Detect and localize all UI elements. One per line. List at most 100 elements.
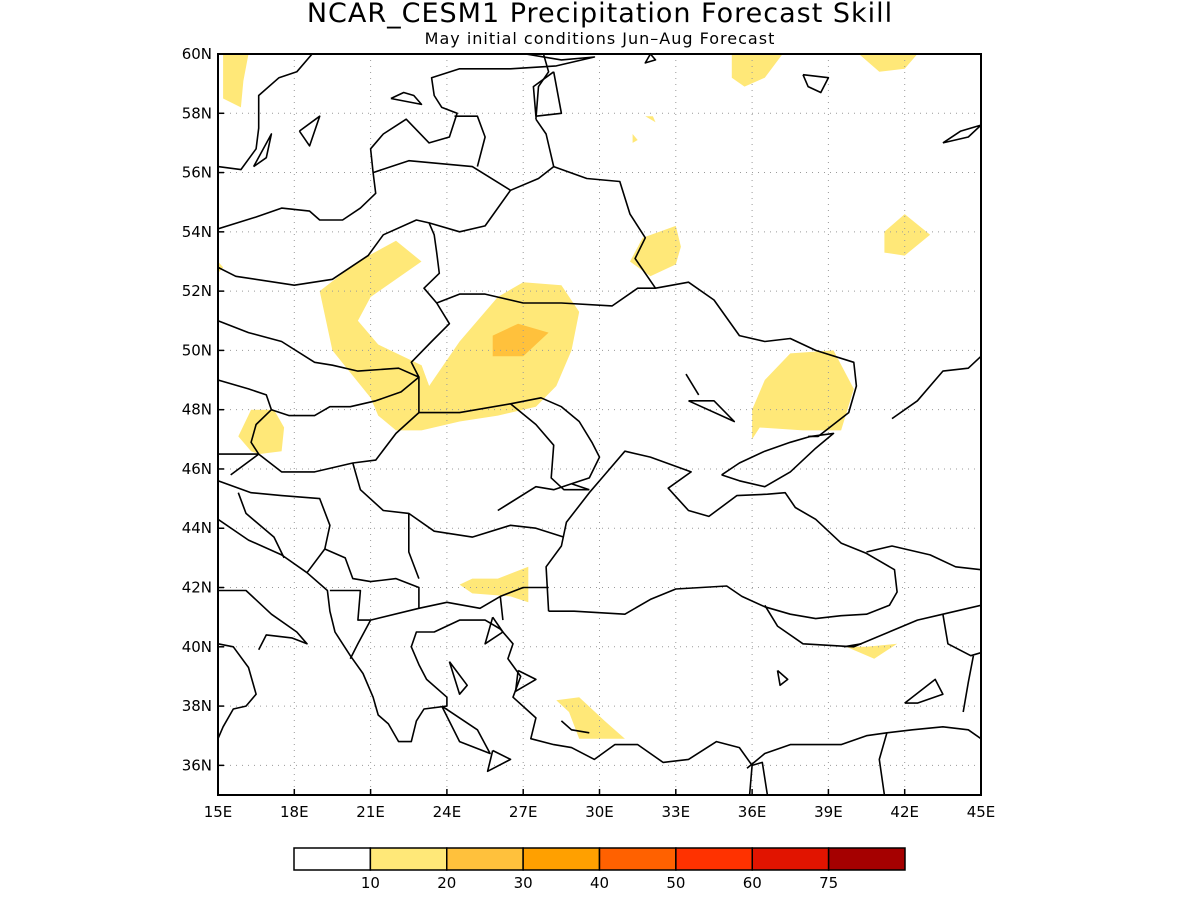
latitude-ticks: 36N 38N 40N 42N 44N 46N 48N 50N 52N 54N 56N 58N 60N xyxy=(182,45,224,774)
lat-tick-label: 42N xyxy=(182,579,212,597)
colorbar-swatch xyxy=(675,847,753,871)
colorbar-swatch xyxy=(827,847,906,871)
lon-tick-label: 24E xyxy=(433,803,462,821)
lon-tick-label: 15E xyxy=(204,803,233,821)
country-border xyxy=(329,589,371,621)
coastline xyxy=(390,91,423,106)
skill-shading-layer xyxy=(218,54,931,739)
colorbar-label: 40 xyxy=(590,874,609,892)
coastline xyxy=(776,669,789,687)
coastline xyxy=(218,54,313,171)
coastline xyxy=(685,373,700,396)
coastline xyxy=(688,399,736,423)
lon-tick-label: 36E xyxy=(738,803,767,821)
coastline xyxy=(218,643,257,740)
country-border xyxy=(510,396,601,485)
lat-tick-label: 44N xyxy=(182,519,212,537)
colorbar-label: 50 xyxy=(666,874,685,892)
chart-title: NCAR_CESM1 Precipitation Forecast Skill xyxy=(306,0,894,29)
lat-tick-label: 52N xyxy=(182,282,212,300)
lon-tick-label: 45E xyxy=(967,803,996,821)
colorbar-label: 75 xyxy=(819,874,838,892)
lat-tick-label: 40N xyxy=(182,638,212,656)
lon-tick-label: 33E xyxy=(662,803,691,821)
lat-tick-label: 38N xyxy=(182,697,212,715)
coastline xyxy=(560,720,590,734)
coastline xyxy=(644,54,657,64)
country-border xyxy=(372,159,512,233)
coastline xyxy=(891,355,981,420)
country-border xyxy=(324,548,420,660)
lat-tick-label: 60N xyxy=(182,45,212,63)
colorbar-label: 20 xyxy=(437,874,456,892)
country-border xyxy=(230,453,260,476)
country-border xyxy=(218,480,331,574)
country-borders-layer xyxy=(218,54,981,795)
country-border xyxy=(751,761,769,795)
coastlines-layer xyxy=(218,54,981,795)
lon-tick-label: 39E xyxy=(814,803,843,821)
colorbar: 10 20 30 40 50 60 75 xyxy=(293,847,906,892)
coastline xyxy=(218,589,308,651)
lon-tick-label: 21E xyxy=(356,803,385,821)
map-frame xyxy=(217,53,982,796)
coastline xyxy=(484,616,504,645)
country-border xyxy=(454,115,486,167)
lat-tick-label: 46N xyxy=(182,460,212,478)
lat-tick-label: 36N xyxy=(182,756,212,774)
colorbar-swatch xyxy=(751,847,830,871)
country-border xyxy=(218,219,451,378)
coastline xyxy=(298,115,321,147)
country-border xyxy=(497,482,590,512)
coastline xyxy=(441,705,491,755)
lon-tick-label: 42E xyxy=(890,803,919,821)
colorbar-swatch xyxy=(598,847,677,871)
country-border xyxy=(218,379,273,410)
coastline xyxy=(514,669,537,693)
coastline xyxy=(218,54,596,230)
lat-tick-label: 50N xyxy=(182,341,212,359)
skill-area xyxy=(731,54,783,87)
coastline xyxy=(904,678,944,704)
skill-area xyxy=(319,240,430,398)
country-border xyxy=(418,586,549,610)
colorbar-label: 30 xyxy=(514,874,533,892)
lon-tick-label: 18E xyxy=(280,803,309,821)
skill-area xyxy=(223,54,249,108)
skill-area xyxy=(846,643,898,659)
colorbar-swatch xyxy=(369,847,448,871)
longitude-ticks: 15E 18E 21E 24E 27E 30E 33E 36E 39E 42E 45E xyxy=(204,789,996,821)
lon-tick-label: 30E xyxy=(585,803,614,821)
coastline xyxy=(448,661,469,696)
coastline xyxy=(545,450,898,620)
country-border xyxy=(510,118,555,192)
lat-tick-label: 58N xyxy=(182,104,212,122)
lon-tick-label: 27E xyxy=(509,803,538,821)
country-border xyxy=(352,462,565,538)
country-border xyxy=(553,165,657,289)
skill-area xyxy=(858,54,918,72)
skill-area xyxy=(632,134,638,143)
lat-tick-label: 48N xyxy=(182,401,212,419)
coastline xyxy=(499,628,753,795)
coastline xyxy=(486,749,512,773)
chart-subtitle: May initial conditions Jun–Aug Forecast xyxy=(424,29,776,48)
skill-area xyxy=(884,214,931,256)
skill-area xyxy=(218,261,224,274)
skill-area xyxy=(556,697,625,739)
colorbar-label: 10 xyxy=(361,874,380,892)
coastline xyxy=(942,124,981,144)
colorbar-swatch xyxy=(293,847,372,871)
coastline xyxy=(721,432,835,488)
country-border xyxy=(407,513,420,579)
skill-area xyxy=(630,225,681,277)
lat-tick-label: 56N xyxy=(182,164,212,182)
country-border xyxy=(962,655,975,713)
skill-area xyxy=(238,409,285,455)
colorbar-swatch xyxy=(522,847,601,871)
country-border xyxy=(942,614,981,657)
skill-area xyxy=(752,350,854,440)
skill-area xyxy=(370,282,580,431)
country-border xyxy=(499,596,504,621)
